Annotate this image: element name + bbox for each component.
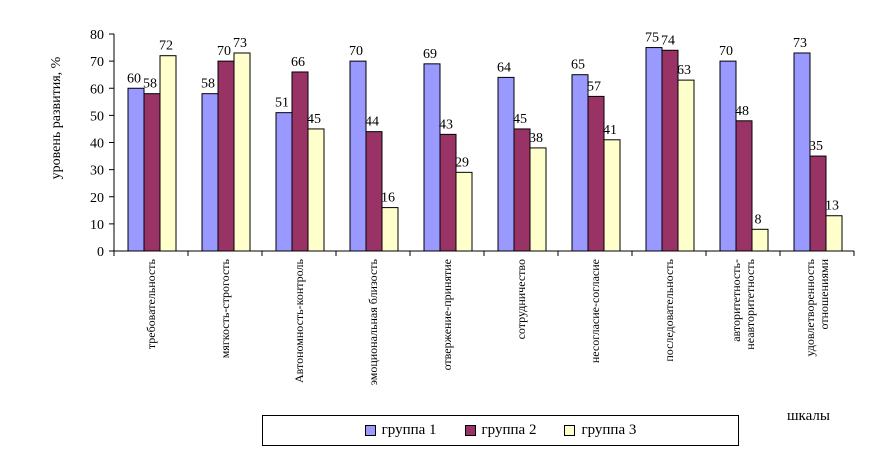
value-label: 75 bbox=[645, 31, 659, 46]
bar bbox=[365, 131, 383, 252]
value-label: 64 bbox=[497, 60, 511, 75]
bar bbox=[423, 63, 441, 252]
category-label: Автономность-контроль bbox=[292, 258, 306, 383]
value-label: 57 bbox=[587, 79, 601, 94]
category-label: эмоциональная близость bbox=[366, 258, 380, 385]
bar bbox=[291, 71, 309, 252]
category-label: последовательность bbox=[662, 258, 676, 361]
value-label: 65 bbox=[571, 58, 585, 73]
category-label: требовательность bbox=[144, 258, 158, 349]
bar bbox=[381, 207, 399, 252]
bar bbox=[793, 52, 811, 252]
value-label: 69 bbox=[423, 47, 437, 62]
value-label: 45 bbox=[513, 112, 527, 127]
value-label: 13 bbox=[825, 199, 839, 214]
category-label: отвержение-принятие bbox=[440, 259, 454, 370]
bar bbox=[825, 215, 843, 252]
bar bbox=[751, 228, 769, 252]
y-tick-label: 60 bbox=[90, 82, 104, 97]
value-label: 41 bbox=[603, 123, 617, 138]
value-label: 74 bbox=[661, 33, 675, 48]
y-axis-label: уровень развития, % bbox=[49, 56, 64, 179]
bar bbox=[603, 139, 621, 252]
bar bbox=[233, 52, 251, 252]
value-label: 66 bbox=[291, 55, 305, 70]
y-tick-label: 80 bbox=[90, 28, 104, 43]
y-tick-label: 40 bbox=[90, 137, 104, 152]
value-label: 70 bbox=[217, 44, 231, 59]
bar bbox=[455, 171, 473, 252]
y-tick-label: 30 bbox=[90, 164, 104, 179]
y-tick-label: 10 bbox=[90, 218, 104, 233]
value-label: 48 bbox=[735, 104, 749, 119]
bar bbox=[645, 47, 663, 252]
legend-swatch-1 bbox=[364, 425, 376, 436]
bar bbox=[571, 74, 589, 252]
y-tick-label: 70 bbox=[90, 55, 104, 70]
value-label: 73 bbox=[793, 36, 807, 51]
category-label: неавторитетность bbox=[743, 258, 757, 349]
value-label: 38 bbox=[529, 131, 543, 146]
value-label: 51 bbox=[275, 96, 289, 111]
bar bbox=[349, 60, 367, 252]
legend: группа 1 группа 2 группа 3 bbox=[262, 415, 739, 446]
bar bbox=[677, 79, 695, 252]
category-label: удовлетворенность bbox=[803, 258, 817, 356]
y-tick-label: 20 bbox=[90, 191, 104, 206]
bar bbox=[497, 76, 515, 252]
value-label: 44 bbox=[365, 115, 379, 130]
bar bbox=[735, 120, 753, 252]
bar bbox=[719, 60, 737, 252]
bar bbox=[159, 55, 177, 252]
category-label: авторитетность- bbox=[729, 259, 743, 342]
bar bbox=[439, 133, 457, 252]
bar bbox=[307, 128, 325, 252]
legend-item-1: группа 1 bbox=[364, 422, 437, 439]
bar bbox=[127, 87, 145, 252]
legend-label-3: группа 3 bbox=[581, 422, 637, 438]
value-label: 58 bbox=[143, 77, 157, 92]
category-label: несогласие-согласие bbox=[588, 259, 602, 363]
legend-item-3: группа 3 bbox=[564, 422, 636, 439]
value-label: 58 bbox=[201, 77, 215, 92]
bar bbox=[217, 60, 235, 252]
bar bbox=[143, 93, 161, 252]
value-label: 8 bbox=[755, 212, 762, 227]
category-label: сотрудничество bbox=[514, 259, 528, 339]
bar bbox=[201, 93, 219, 252]
x-axis bbox=[113, 250, 855, 256]
y-tick-label: 0 bbox=[97, 245, 104, 260]
bar bbox=[275, 112, 293, 252]
legend-label-1: группа 1 bbox=[381, 422, 437, 438]
value-label: 60 bbox=[127, 71, 141, 86]
category-label: отношениями bbox=[817, 258, 831, 329]
bar bbox=[587, 95, 605, 252]
category-label: мягкость-строгость bbox=[218, 258, 232, 358]
value-label: 72 bbox=[159, 39, 173, 54]
legend-swatch-3 bbox=[564, 425, 576, 436]
bar bbox=[529, 147, 547, 252]
value-label: 70 bbox=[719, 44, 733, 59]
value-label: 70 bbox=[349, 44, 363, 59]
bar bbox=[809, 155, 827, 252]
legend-item-2: группа 2 bbox=[464, 422, 537, 439]
y-axis: 0 10 20 30 40 50 60 70 80 bbox=[90, 28, 115, 260]
value-label: 45 bbox=[307, 112, 321, 127]
value-label: 63 bbox=[677, 63, 691, 78]
x-axis-label: шкалы bbox=[787, 408, 830, 424]
legend-label-2: группа 2 bbox=[481, 422, 537, 438]
legend-swatch-2 bbox=[464, 425, 476, 436]
value-label: 29 bbox=[455, 155, 469, 170]
value-label: 73 bbox=[233, 36, 247, 51]
bar bbox=[661, 49, 679, 252]
bar bbox=[513, 128, 531, 252]
value-label: 35 bbox=[809, 139, 823, 154]
value-label: 16 bbox=[381, 191, 395, 206]
bars bbox=[127, 47, 843, 252]
value-label: 43 bbox=[439, 117, 453, 132]
category-labels: требовательность мягкость-строгость Автоно… bbox=[144, 258, 831, 385]
y-tick-label: 50 bbox=[90, 109, 104, 124]
